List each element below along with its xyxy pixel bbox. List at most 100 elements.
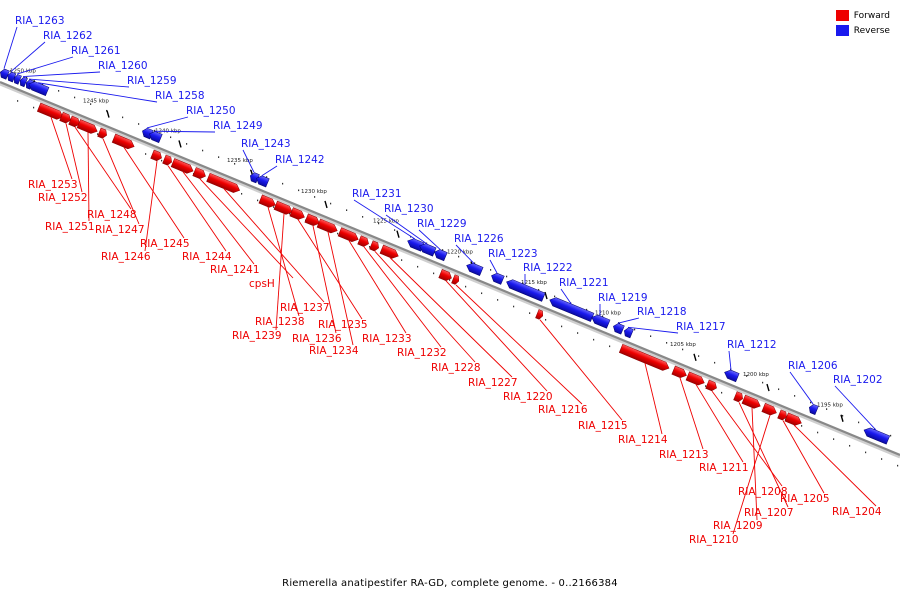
gene-label[interactable]: RIA_1218 xyxy=(637,306,687,318)
gene-label[interactable]: RIA_1221 xyxy=(559,277,609,289)
gene-RIA_1205[interactable] xyxy=(777,409,789,421)
gene-RIA_1243[interactable] xyxy=(249,172,260,184)
gene-RIA_1202[interactable] xyxy=(862,426,891,445)
gene-label[interactable]: RIA_1223 xyxy=(488,248,538,260)
gene-label[interactable]: RIA_1208 xyxy=(738,486,788,498)
gene-RIA_1242[interactable] xyxy=(255,174,270,188)
gene-label[interactable]: RIA_1242 xyxy=(275,154,325,166)
gene-label[interactable]: cpsH xyxy=(249,278,275,290)
gene-RIA_1220[interactable] xyxy=(438,269,454,282)
gene-RIA_1217[interactable] xyxy=(623,327,634,339)
gene-RIA_1263[interactable] xyxy=(0,68,10,80)
gene-RIA_1246[interactable] xyxy=(150,149,164,162)
gene-label[interactable]: RIA_1248 xyxy=(87,209,137,221)
gene-RIA_1228[interactable] xyxy=(369,240,381,252)
gene-RIA_1210[interactable] xyxy=(761,402,778,417)
gene-label[interactable]: RIA_1219 xyxy=(598,292,648,304)
gene-RIA_1222[interactable] xyxy=(505,278,546,302)
gene-label[interactable]: RIA_1215 xyxy=(578,420,628,432)
gene-RIA_1213[interactable] xyxy=(671,365,688,380)
gene-label[interactable]: RIA_1210 xyxy=(689,534,739,546)
gene-label[interactable]: RIA_1249 xyxy=(213,120,263,132)
gene-label[interactable]: RIA_1262 xyxy=(43,30,93,42)
gene-label[interactable]: RIA_1204 xyxy=(832,506,882,518)
gene-label[interactable]: RIA_1228 xyxy=(431,362,481,374)
gene-label[interactable]: RIA_1239 xyxy=(232,330,282,342)
gene-RIA_1216[interactable] xyxy=(451,274,461,286)
gene-RIA_1233[interactable] xyxy=(337,227,360,244)
gene-RIA_1252[interactable] xyxy=(59,111,73,124)
gene-label[interactable]: RIA_1263 xyxy=(15,15,65,27)
gene-RIA_1209[interactable] xyxy=(741,394,762,410)
gene-RIA_1261[interactable] xyxy=(13,74,22,85)
gene-RIA_1247[interactable] xyxy=(97,127,109,139)
gene-label[interactable]: RIA_1213 xyxy=(659,449,709,461)
gene-RIA_1230[interactable] xyxy=(418,242,437,257)
gene-label[interactable]: RIA_1251 xyxy=(45,221,95,233)
gene-label[interactable]: RIA_1227 xyxy=(468,377,518,389)
gene-label[interactable]: RIA_1243 xyxy=(241,138,291,150)
gene-RIA_1262[interactable] xyxy=(6,71,17,83)
gene-label[interactable]: RIA_1261 xyxy=(71,45,121,57)
gene-label[interactable]: RIA_1244 xyxy=(182,251,232,263)
gene-label[interactable]: RIA_1230 xyxy=(384,203,434,215)
gene-label[interactable]: RIA_1202 xyxy=(833,374,883,386)
gene-label[interactable]: RIA_1212 xyxy=(727,339,777,351)
gene-RIA_1251[interactable] xyxy=(76,119,99,135)
gene-RIA_1236[interactable] xyxy=(304,213,321,228)
gene-label[interactable]: RIA_1236 xyxy=(292,333,342,345)
gene-label[interactable]: RIA_1258 xyxy=(155,90,205,102)
gene-RIA_1249[interactable] xyxy=(148,130,163,144)
gene-RIA_1253[interactable] xyxy=(36,102,64,121)
gene-label[interactable]: RIA_1214 xyxy=(618,434,668,446)
gene-RIA_1238[interactable] xyxy=(258,194,277,209)
gene-label[interactable]: RIA_1252 xyxy=(38,192,88,204)
gene-RIA_1229[interactable] xyxy=(433,248,448,262)
gene-label[interactable]: RIA_1253 xyxy=(28,179,78,191)
gene-label[interactable]: RIA_1231 xyxy=(352,188,402,200)
gene-label[interactable]: RIA_1216 xyxy=(538,404,588,416)
gene-RIA_1207[interactable] xyxy=(733,391,745,403)
gene-RIA_1231[interactable] xyxy=(406,237,425,252)
gene-label[interactable]: RIA_1235 xyxy=(318,319,368,331)
gene-label[interactable]: RIA_1206 xyxy=(788,360,838,372)
gene-label[interactable]: RIA_1245 xyxy=(140,238,190,250)
gene-label[interactable]: RIA_1205 xyxy=(780,493,830,505)
gene-RIA_1245[interactable] xyxy=(111,133,136,151)
gene-RIA_1223[interactable] xyxy=(490,272,505,285)
gene-label[interactable]: RIA_1229 xyxy=(417,218,467,230)
gene-label[interactable]: RIA_1211 xyxy=(699,462,749,474)
gene-RIA_1227[interactable] xyxy=(379,244,400,260)
gene-label[interactable]: RIA_1232 xyxy=(397,347,447,359)
gene-label[interactable]: RIA_1209 xyxy=(713,520,763,532)
gene-RIA_1258[interactable] xyxy=(27,80,50,97)
gene-RIA_1235[interactable] xyxy=(289,207,306,222)
gene-label[interactable]: RIA_1259 xyxy=(127,75,177,87)
gene-label[interactable]: RIA_1217 xyxy=(676,321,726,333)
gene-label[interactable]: RIA_1207 xyxy=(744,507,794,519)
gene-label[interactable]: RIA_1237 xyxy=(280,302,330,314)
gene-RIA_1241[interactable] xyxy=(170,158,195,175)
gene-RIA_1237[interactable] xyxy=(206,172,242,194)
gene-RIA_1204[interactable] xyxy=(784,412,803,427)
gene-RIA_1212[interactable] xyxy=(723,368,740,383)
gene-RIA_1239[interactable] xyxy=(273,200,294,216)
gene-RIA_1244[interactable] xyxy=(162,154,174,166)
gene-RIA_1232[interactable] xyxy=(357,235,371,248)
gene-label[interactable]: RIA_1260 xyxy=(98,60,148,72)
gene-RIA_1208[interactable] xyxy=(705,379,719,392)
gene-label[interactable]: RIA_1233 xyxy=(362,333,412,345)
gene-RIA_1211[interactable] xyxy=(685,371,706,387)
gene-label[interactable]: RIA_1222 xyxy=(523,262,573,274)
gene-RIA_1226[interactable] xyxy=(465,261,484,276)
gene-RIA_1218[interactable] xyxy=(612,322,625,335)
gene-label[interactable]: RIA_1250 xyxy=(186,105,236,117)
gene-label[interactable]: RIA_1241 xyxy=(210,264,260,276)
gene-cpsH[interactable] xyxy=(192,167,208,180)
gene-RIA_1215[interactable] xyxy=(535,309,545,320)
gene-label[interactable]: RIA_1226 xyxy=(454,233,504,245)
gene-RIA_1221[interactable] xyxy=(548,296,595,322)
gene-label[interactable]: RIA_1238 xyxy=(255,316,305,328)
gene-label[interactable]: RIA_1234 xyxy=(309,345,359,357)
gene-RIA_1219[interactable] xyxy=(590,313,611,329)
